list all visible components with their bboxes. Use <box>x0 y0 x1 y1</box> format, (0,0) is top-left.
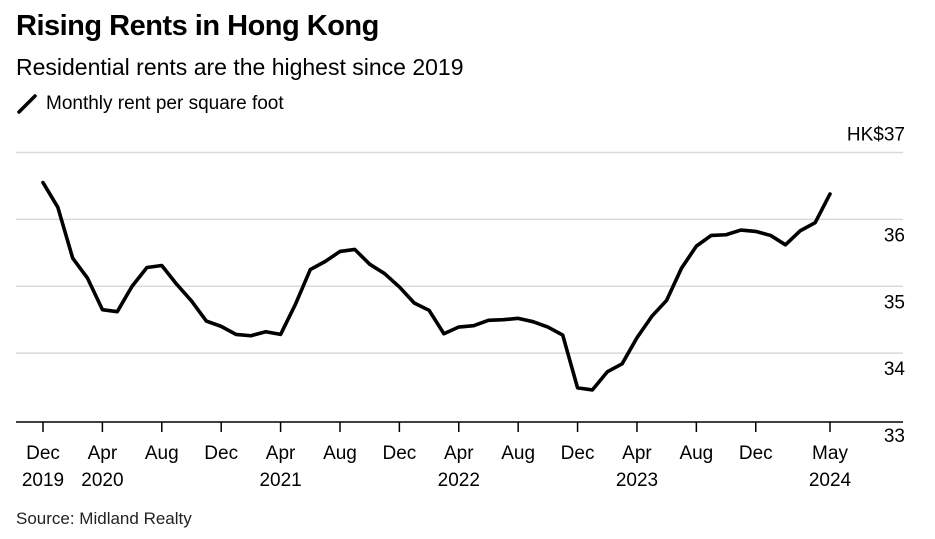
x-tick-year-label: 2023 <box>616 470 658 491</box>
x-tick-label: Apr <box>88 443 118 464</box>
y-tick-label: 33 <box>884 426 905 447</box>
x-tick-label: May <box>812 443 848 464</box>
y-tick-label: 35 <box>884 292 905 313</box>
x-tick-label: Dec <box>382 443 416 464</box>
y-tick-label: 34 <box>884 359 906 380</box>
legend-label: Monthly rent per square foot <box>46 93 284 114</box>
x-tick-label: Aug <box>145 443 179 464</box>
y-tick-label: 36 <box>884 225 905 246</box>
legend: Monthly rent per square foot <box>16 93 284 115</box>
y-tick-label: HK$37 <box>847 125 905 146</box>
x-tick-year-label: 2020 <box>81 470 123 491</box>
series-line-rent <box>41 180 832 392</box>
x-tick-label: Aug <box>501 443 535 464</box>
x-tick-label: Aug <box>323 443 357 464</box>
x-tick-label: Dec <box>739 443 773 464</box>
x-tick-year-label: 2019 <box>22 470 64 491</box>
x-tick-label: Apr <box>266 443 296 464</box>
line-swatch-icon <box>17 94 37 114</box>
x-tick-year-label: 2022 <box>438 470 480 491</box>
chart-title: Rising Rents in Hong Kong <box>16 10 379 42</box>
x-tick-year-label: 2024 <box>809 470 852 491</box>
x-tick-label: Dec <box>26 443 60 464</box>
source-note: Source: Midland Realty <box>16 509 192 528</box>
x-tick-label: Apr <box>622 443 652 464</box>
x-tick-label: Dec <box>561 443 595 464</box>
x-tick-label: Dec <box>204 443 238 464</box>
x-tick-year-label: 2021 <box>259 470 301 491</box>
chart-subtitle: Residential rents are the highest since … <box>16 54 464 80</box>
x-tick-label: Apr <box>444 443 474 464</box>
x-tick-label: Aug <box>679 443 713 464</box>
